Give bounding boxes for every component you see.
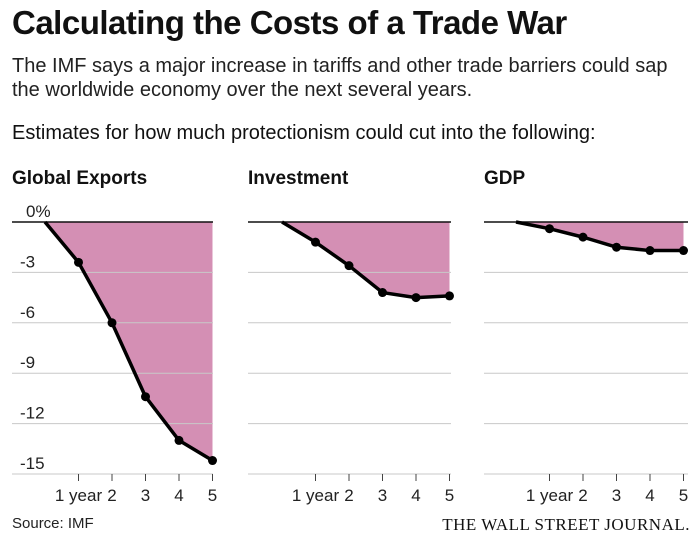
data-point [645, 246, 655, 256]
data-point [679, 246, 688, 256]
chart-subhead: Estimates for how much protectionism cou… [12, 122, 596, 144]
data-point [545, 224, 554, 234]
x-tick-label: 3 [612, 486, 621, 505]
y-tick-label: -12 [20, 404, 45, 423]
data-point [578, 232, 588, 242]
x-tick-label: 4 [174, 486, 183, 505]
panel-title: Investment [248, 168, 349, 189]
x-tick-label: 1 year [55, 486, 103, 505]
data-point [208, 456, 217, 466]
x-tick-label: 1 year [526, 486, 574, 505]
publisher-logo: THE WALL STREET JOURNAL. [442, 515, 690, 534]
x-tick-label: 2 [578, 486, 587, 505]
chart-title: Calculating the Costs of a Trade War [12, 4, 567, 41]
panel-title: GDP [484, 168, 526, 189]
data-point [107, 318, 117, 328]
x-tick-label: 2 [344, 486, 353, 505]
series-line [43, 220, 214, 463]
series-line [281, 220, 450, 300]
y-tick-label: 0% [26, 202, 51, 221]
panel-title: Global Exports [12, 168, 147, 189]
x-tick-label: 5 [679, 486, 688, 505]
data-point [445, 291, 454, 301]
data-point [378, 288, 387, 298]
data-point [411, 293, 421, 303]
source-note: Source: IMF [12, 515, 94, 532]
x-tick-label: 4 [645, 486, 654, 505]
x-tick-label: 4 [411, 486, 420, 505]
y-tick-label: -3 [20, 252, 35, 271]
y-tick-label: -6 [20, 303, 35, 322]
data-point [74, 257, 83, 267]
x-tick-label: 2 [107, 486, 116, 505]
data-point [612, 242, 621, 252]
data-point [174, 435, 184, 445]
x-tick-label: 3 [378, 486, 387, 505]
x-tick-label: 5 [445, 486, 454, 505]
data-point [141, 392, 150, 402]
y-tick-label: -15 [20, 454, 45, 473]
y-tick-label: -9 [20, 353, 35, 372]
data-point [311, 237, 320, 247]
area-fill [282, 222, 450, 298]
x-tick-label: 5 [208, 486, 217, 505]
series-line [515, 220, 684, 253]
chart-subtitle: The IMF says a major increase in tariffs… [12, 55, 668, 101]
area-fill [45, 222, 213, 461]
x-tick-label: 1 year [292, 486, 340, 505]
x-tick-label: 3 [141, 486, 150, 505]
data-point [344, 261, 354, 271]
